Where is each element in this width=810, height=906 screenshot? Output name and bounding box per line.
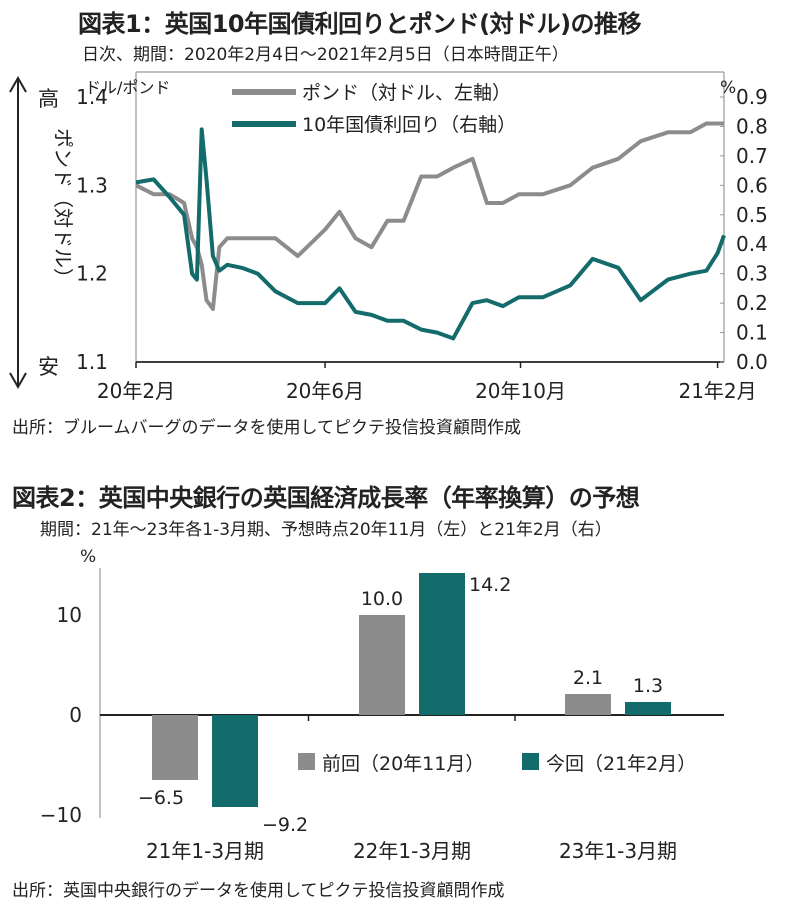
chart1-arrow-top-label: 高 bbox=[38, 87, 59, 111]
chart2-data-label-current: 1.3 bbox=[633, 675, 663, 697]
legend2-previous-label: 前回（20年11月） bbox=[322, 753, 484, 775]
legend1-yield-label: 10年国債利回り（右軸） bbox=[302, 114, 516, 136]
chart2-category-label: 22年1-3月期 bbox=[353, 839, 471, 863]
chart2-bar-previous bbox=[565, 694, 611, 715]
chart1-title: 図表1：英国10年国債利回りとポンド(対ドル)の推移 bbox=[78, 10, 642, 38]
chart2-bar-current bbox=[212, 715, 258, 807]
chart2-data-label-previous: 10.0 bbox=[361, 588, 403, 610]
chart1-x-tick-label: 20年6月 bbox=[286, 379, 364, 403]
chart1-y-right-tick: 0.0 bbox=[736, 350, 768, 374]
chart1-x-tick-label: 20年10月 bbox=[475, 379, 566, 403]
chart1-y-left-tick: 1.3 bbox=[76, 173, 108, 197]
chart1-arrow-down-head bbox=[9, 372, 27, 390]
chart2-category-label: 23年1-3月期 bbox=[559, 839, 677, 863]
chart2-category-label: 21年1-3月期 bbox=[146, 839, 264, 863]
chart1-y-left-tick: 1.4 bbox=[76, 85, 108, 109]
chart1-y-right-tick: 0.7 bbox=[736, 144, 768, 168]
chart2-title: 図表2：英国中央銀行の英国経済成長率（年率換算）の予想 bbox=[12, 484, 640, 512]
chart1-y-right-tick: 0.3 bbox=[736, 262, 768, 286]
chart2-bar-previous bbox=[152, 715, 198, 780]
chart1-x-tick-label: 20年2月 bbox=[97, 379, 175, 403]
chart1-y-right-tick: 0.6 bbox=[736, 173, 768, 197]
chart1-y-right-tick: 0.1 bbox=[736, 321, 768, 345]
chart2-bar-current bbox=[625, 702, 671, 715]
chart2-data-label-previous: 2.1 bbox=[573, 667, 603, 689]
chart1-arrow-up-head bbox=[9, 75, 27, 93]
chart1-y-left-tick: 1.1 bbox=[76, 350, 108, 374]
chart1-series-pound-line bbox=[135, 121, 724, 311]
chart1-y-right-tick: 0.9 bbox=[736, 85, 768, 109]
chart1-arrow-bottom-label: 安 bbox=[38, 355, 59, 379]
chart1-source: 出所：ブルームバーグのデータを使用してピクテ投信投資顧問作成 bbox=[12, 418, 521, 438]
chart2-data-label-current: −9.2 bbox=[262, 814, 308, 836]
chart1-subtitle: 日次、期間：2020年2月4日～2021年2月5日（日本時間正午） bbox=[82, 45, 569, 65]
legend2-current-label: 今回（21年2月） bbox=[546, 753, 696, 775]
chart2-y-tick: 10 bbox=[57, 603, 82, 627]
chart2-data-label-previous: −6.5 bbox=[138, 787, 184, 809]
chart2-y-tick: −10 bbox=[40, 803, 82, 827]
legend2-previous-swatch bbox=[298, 753, 315, 770]
chart2-data-label-current: 14.2 bbox=[469, 574, 511, 596]
chart2-y-tick: 0 bbox=[69, 703, 82, 727]
chart1-left-unit: ドル/ポンド bbox=[85, 78, 170, 97]
chart2-y-unit: % bbox=[80, 547, 96, 567]
chart1-series-yield-line bbox=[135, 127, 726, 341]
legend2-current-swatch bbox=[522, 753, 539, 770]
chart1-y-left-tick: 1.2 bbox=[76, 262, 108, 286]
chart2-bar-current bbox=[419, 573, 465, 715]
chart1-x-tick-label: 21年2月 bbox=[678, 379, 756, 403]
chart1-y-right-tick: 0.2 bbox=[736, 291, 768, 315]
legend1-pound-label: ポンド（対ドル、左軸） bbox=[302, 82, 511, 104]
chart2-subtitle: 期間：21年～23年各1-3月期、予想時点20年11月（左）と21年2月（右） bbox=[40, 520, 612, 540]
chart1-y-right-tick: 0.8 bbox=[736, 114, 768, 138]
chart1-y-right-tick: 0.4 bbox=[736, 232, 768, 256]
chart2-bar-previous bbox=[359, 615, 405, 715]
chart2-source: 出所：英国中央銀行のデータを使用してピクテ投信投資顧問作成 bbox=[12, 881, 505, 901]
chart1-y-right-tick: 0.5 bbox=[736, 203, 768, 227]
chart1-side-label: ポンド（対ドル） bbox=[51, 128, 75, 288]
chart1-right-unit: % bbox=[720, 78, 736, 98]
